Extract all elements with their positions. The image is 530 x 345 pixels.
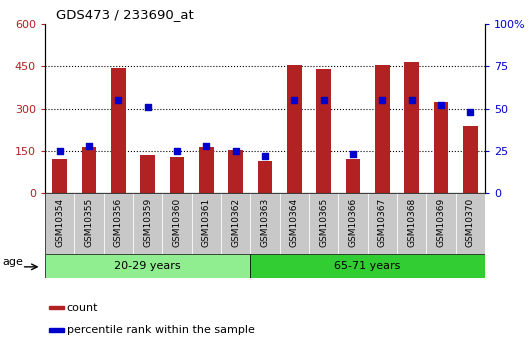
Text: GSM10363: GSM10363 [261,198,269,247]
Bar [250,254,485,278]
Text: count: count [67,303,98,313]
Text: GSM10361: GSM10361 [202,198,211,247]
Text: GSM10354: GSM10354 [55,198,64,247]
Text: GSM10359: GSM10359 [143,198,152,247]
Bar [368,193,397,254]
Point [173,148,181,154]
Text: GSM10369: GSM10369 [437,198,445,247]
Point [349,151,357,157]
Bar [397,193,426,254]
Text: GSM10370: GSM10370 [466,198,475,247]
Point [320,97,328,103]
Bar [375,65,390,193]
Bar [133,193,162,254]
Bar [228,149,243,193]
Bar [199,147,214,193]
Bar [258,161,272,193]
Bar [221,193,250,254]
Point [56,148,64,154]
Bar [170,157,184,193]
Text: GSM10367: GSM10367 [378,198,387,247]
Bar [434,102,448,193]
Point [114,97,122,103]
Point [466,109,474,115]
Text: GDS473 / 233690_at: GDS473 / 233690_at [56,8,193,21]
Point [408,97,416,103]
Bar [309,193,338,254]
Bar [162,193,192,254]
Text: GSM10355: GSM10355 [85,198,93,247]
Bar [82,147,96,193]
Bar [111,68,126,193]
Bar [426,193,456,254]
Bar [316,69,331,193]
Text: GSM10362: GSM10362 [231,198,240,247]
Bar [404,62,419,193]
Point [290,97,298,103]
Bar [52,159,67,193]
Bar [287,65,302,193]
Point [261,153,269,159]
Bar [192,193,221,254]
Point [437,102,445,108]
Bar [45,254,250,278]
Point [232,148,240,154]
Bar [338,193,368,254]
Bar [45,193,74,254]
Point [202,143,210,149]
Text: GSM10364: GSM10364 [290,198,299,247]
Text: 65-71 years: 65-71 years [334,261,401,270]
Point [144,104,152,110]
Bar [74,193,104,254]
Bar [49,306,64,309]
Text: 20-29 years: 20-29 years [114,261,181,270]
Bar [463,126,478,193]
Bar [49,328,64,332]
Bar [140,155,155,193]
Text: GSM10368: GSM10368 [407,198,416,247]
Bar [346,159,360,193]
Text: age: age [2,257,23,267]
Text: percentile rank within the sample: percentile rank within the sample [67,325,254,335]
Bar [250,193,280,254]
Text: GSM10366: GSM10366 [349,198,357,247]
Text: GSM10356: GSM10356 [114,198,123,247]
Bar [456,193,485,254]
Point [378,97,386,103]
Point [85,143,93,149]
Text: GSM10360: GSM10360 [173,198,181,247]
Text: GSM10365: GSM10365 [319,198,328,247]
Bar [280,193,309,254]
Bar [104,193,133,254]
